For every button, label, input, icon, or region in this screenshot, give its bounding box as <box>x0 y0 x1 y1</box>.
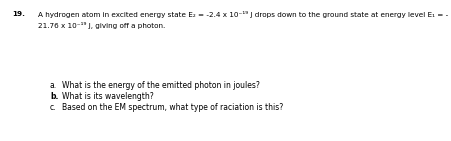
Text: A hydrogen atom in excited energy state E₂ = -2.4 x 10⁻¹⁹ J drops down to the gr: A hydrogen atom in excited energy state … <box>38 11 447 18</box>
Text: What is its wavelength?: What is its wavelength? <box>62 92 153 101</box>
Text: What is the energy of the emitted photon in joules?: What is the energy of the emitted photon… <box>62 81 259 90</box>
Text: b.: b. <box>50 92 58 101</box>
Text: c.: c. <box>50 103 56 112</box>
Text: a.: a. <box>50 81 57 90</box>
Text: 21.76 x 10⁻¹⁹ J, giving off a photon.: 21.76 x 10⁻¹⁹ J, giving off a photon. <box>38 22 165 29</box>
Text: 19.: 19. <box>12 11 25 17</box>
Text: Based on the EM spectrum, what type of raciation is this?: Based on the EM spectrum, what type of r… <box>62 103 283 112</box>
